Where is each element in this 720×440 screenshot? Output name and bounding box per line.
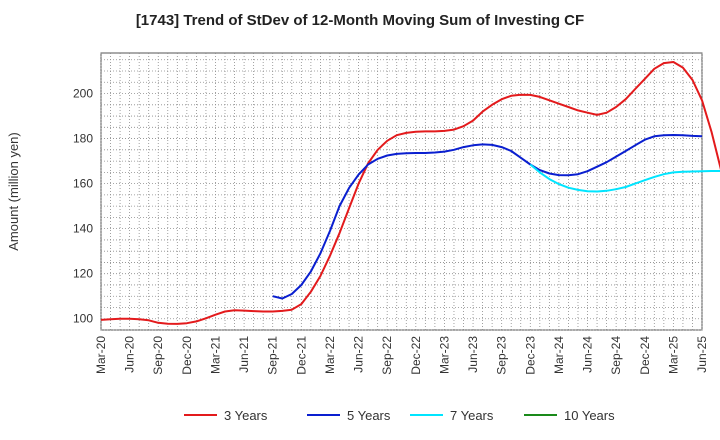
x-tick-label: Dec-21 xyxy=(294,336,308,375)
x-tick-label: Sep-23 xyxy=(495,336,509,375)
legend-label: 5 Years xyxy=(347,408,391,423)
series-line-5-years xyxy=(272,134,703,300)
legend-label: 3 Years xyxy=(224,408,268,423)
axis-layer: 100 120 140 160 180 200 Mar-20 Jun-20 Sep-20 Dec-… xyxy=(6,87,709,375)
x-tick-label: Dec-20 xyxy=(180,336,194,375)
legend-label: 7 Years xyxy=(450,408,494,423)
x-tick-label: Sep-24 xyxy=(609,336,623,375)
y-tick-label: 140 xyxy=(73,222,93,236)
x-tick-label: Jun-22 xyxy=(352,336,366,373)
x-tick-label: Mar-23 xyxy=(437,336,451,374)
y-tick-label: 120 xyxy=(73,267,93,281)
y-axis-label: Amount (million yen) xyxy=(6,132,21,251)
x-tick-label: Mar-20 xyxy=(94,336,108,374)
chart-title: [1743] Trend of StDev of 12-Month Moving… xyxy=(135,12,585,29)
x-tick-label: Dec-23 xyxy=(523,336,537,375)
y-tick-label: 180 xyxy=(73,132,93,146)
x-tick-label: Sep-22 xyxy=(380,336,394,375)
x-tick-label: Mar-24 xyxy=(552,336,566,374)
legend-layer: 3 Years 5 Years 7 Years 10 Years xyxy=(184,408,615,423)
x-tick-label: Jun-24 xyxy=(581,336,595,373)
plot-frame xyxy=(100,52,703,331)
y-tick-label: 160 xyxy=(73,177,93,191)
grid-layer xyxy=(100,52,703,331)
x-tick-label: Jun-25 xyxy=(695,336,709,373)
x-tick-label: Sep-21 xyxy=(266,336,280,375)
y-tick-label: 100 xyxy=(73,312,93,326)
legend-label: 10 Years xyxy=(564,408,615,423)
x-tick-label: Jun-23 xyxy=(466,336,480,373)
y-tick-label: 200 xyxy=(73,87,93,101)
x-tick-label: Mar-21 xyxy=(208,336,222,374)
x-tick-label: Jun-20 xyxy=(123,336,137,373)
x-tick-label: Mar-25 xyxy=(666,336,680,374)
series-layer xyxy=(100,61,720,325)
x-tick-label: Jun-21 xyxy=(237,336,251,373)
x-tick-label: Mar-22 xyxy=(323,336,337,374)
x-tick-label: Dec-24 xyxy=(638,336,652,375)
x-tick-label: Sep-20 xyxy=(151,336,165,375)
series-line-7-years xyxy=(529,163,720,193)
series-line-3-years xyxy=(100,61,720,325)
x-tick-label: Dec-22 xyxy=(409,336,423,375)
